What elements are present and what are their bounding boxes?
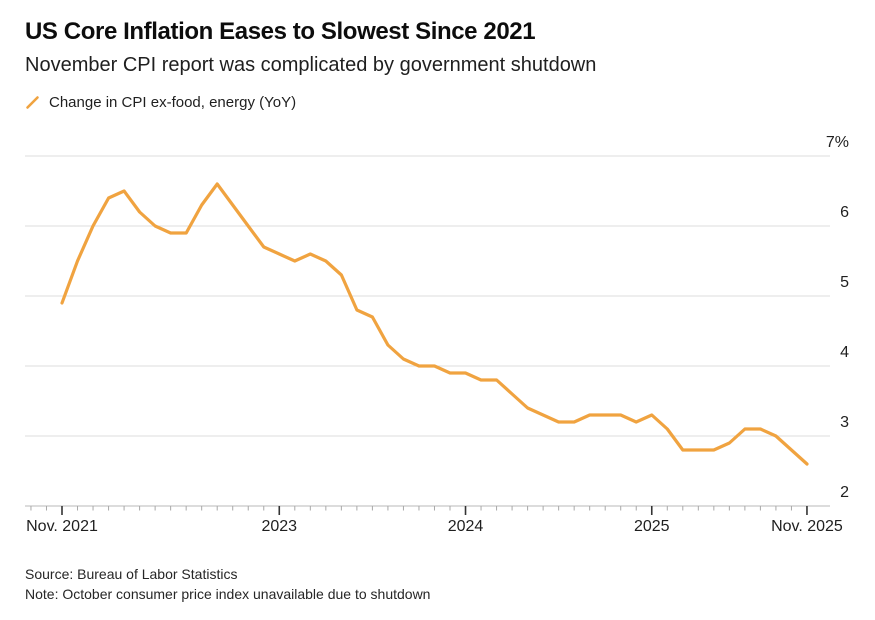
note-text: Note: October consumer price index unava… [25,586,431,602]
x-axis-tick-label: 2025 [634,518,670,535]
legend-slash-icon [25,95,40,110]
chart-legend: Change in CPI ex-food, energy (YoY) [25,94,296,111]
y-axis-tick-label: 2 [840,484,849,501]
y-axis-tick-label: 5 [840,274,849,291]
y-axis-tick-label: 7% [826,134,849,151]
chart-area: 7% 6 5 4 3 2 Nov. 2021 2023 2024 2025 Nov. 2025 [0,118,875,538]
y-axis-tick-label: 4 [840,344,849,361]
x-axis-tick-label: 2024 [448,518,484,535]
x-axis-tick-label: Nov. 2025 [771,518,843,535]
y-axis-tick-label: 3 [840,414,849,431]
page-title: US Core Inflation Eases to Slowest Since… [25,18,536,45]
y-axis-tick-label: 6 [840,204,849,221]
x-axis-tick-label: Nov. 2021 [26,518,98,535]
cpi-line-chart: 7% 6 5 4 3 2 Nov. 2021 2023 2024 2025 Nov. 2025 [25,134,849,535]
chart-footer: Source: Bureau of Labor Statistics Note:… [25,564,845,604]
legend-label: Change in CPI ex-food, energy (YoY) [49,94,297,111]
cpi-data-line [60,182,809,466]
chart-subtitle: November CPI report was complicated by g… [25,54,597,76]
x-axis-tick-label: 2023 [261,518,297,535]
source-text: Source: Bureau of Labor Statistics [25,566,238,582]
